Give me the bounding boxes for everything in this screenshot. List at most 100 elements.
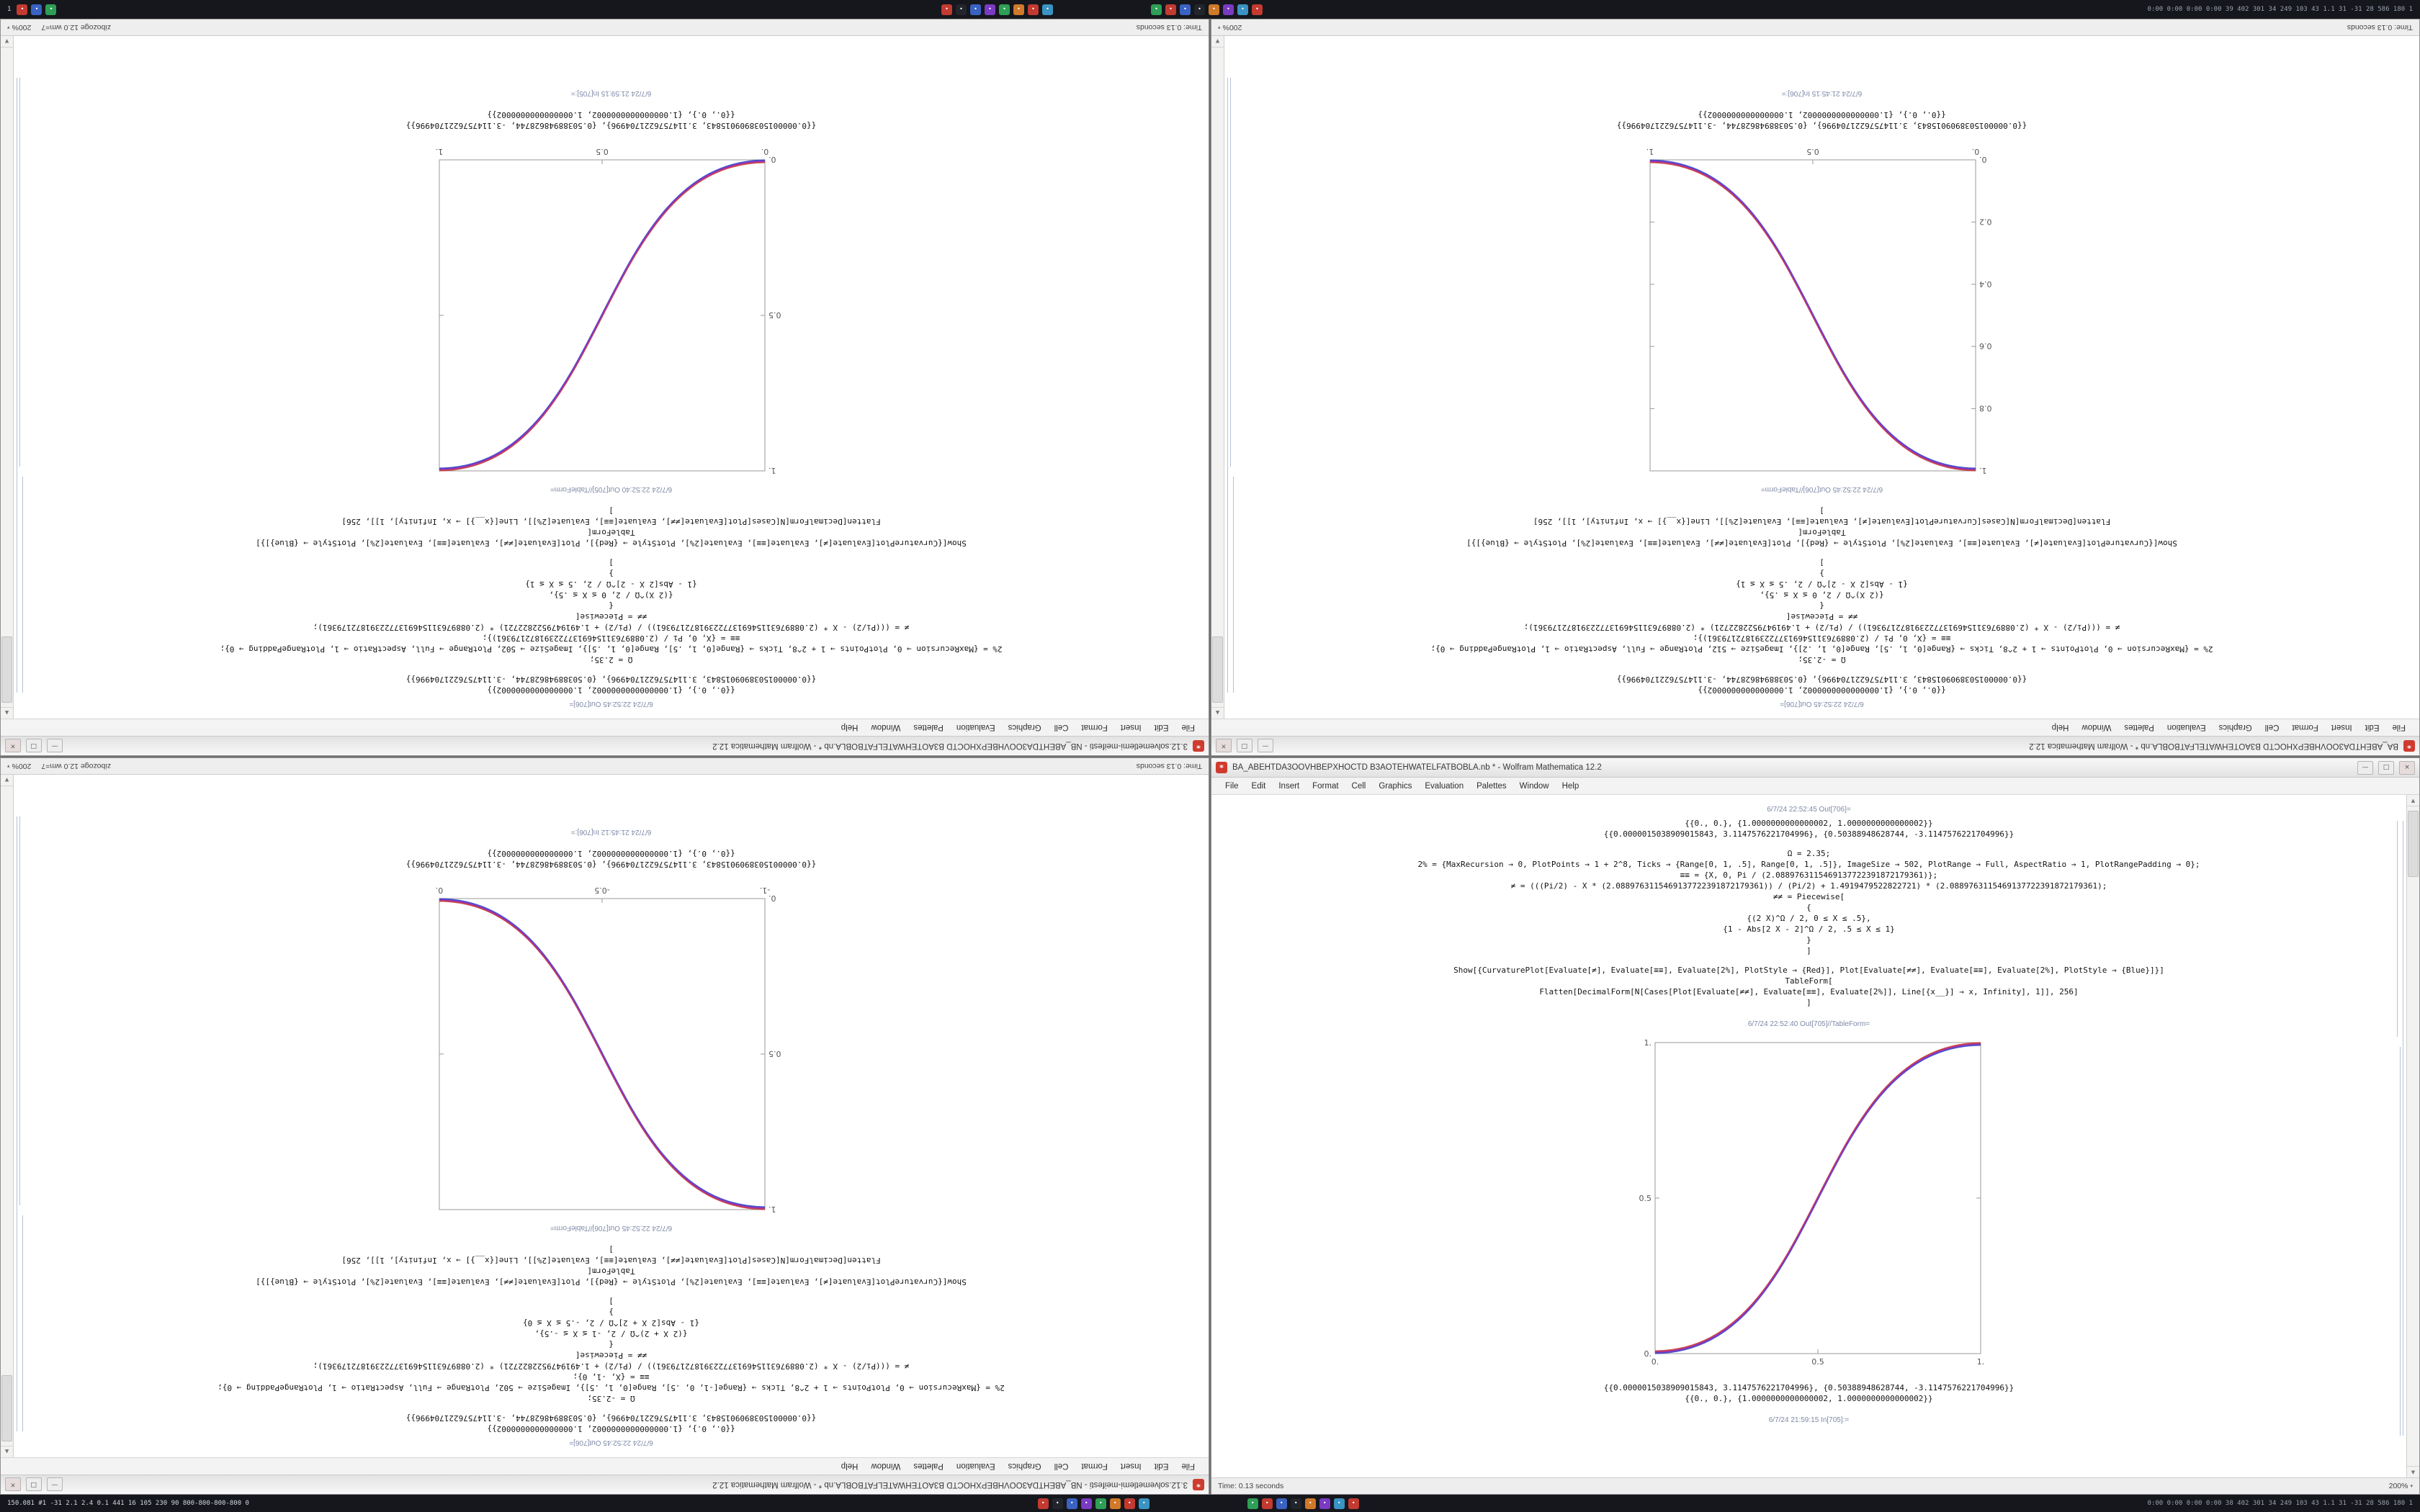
app-icon[interactable]: • — [998, 4, 1010, 15]
app-icon[interactable]: • — [1237, 4, 1248, 15]
plot-graphic[interactable]: 0. 0.5 1. 0. 0.5 1. — [1629, 1037, 1989, 1375]
scroll-down-arrow-icon[interactable]: ▼ — [1, 36, 13, 48]
tray-icon[interactable]: • — [45, 4, 57, 15]
code-line[interactable]: {1 - Abs[2 X - 2]^Ω / 2, .5 ≤ X ≤ 1} — [1736, 580, 1908, 589]
code-line[interactable]: {1 - Abs[2 X - 2]^Ω / 2, .5 ≤ X ≤ 1} — [1723, 924, 1895, 934]
cell-bracket[interactable] — [19, 816, 20, 1205]
cell-bracket[interactable] — [22, 477, 23, 693]
app-icon[interactable]: • — [1333, 1498, 1345, 1509]
app-icon[interactable]: • — [941, 4, 952, 15]
close-button[interactable]: × — [5, 1477, 21, 1492]
app-icon[interactable]: • — [1208, 4, 1219, 15]
output-line[interactable]: {{0.0000015038909015843, 3.1147576221704… — [1616, 675, 2027, 684]
code-line[interactable]: ≠≠ = Piecewise[ — [575, 1351, 647, 1360]
menu-item[interactable]: Window — [871, 1462, 901, 1471]
menu-item[interactable]: Format — [2292, 723, 2318, 732]
scroll-down-arrow-icon[interactable]: ▼ — [1, 775, 13, 786]
code-line[interactable]: Ω = 2.35; — [1787, 849, 1831, 858]
app-icon[interactable]: • — [1150, 4, 1162, 15]
code-line[interactable]: } — [609, 569, 614, 578]
cell-label[interactable]: 6/7/24 22:52:45 Out[706]//TableForm= — [550, 1224, 673, 1232]
menu-item[interactable]: Palettes — [2124, 723, 2154, 732]
menu-item[interactable]: Cell — [1351, 781, 1366, 791]
code-line[interactable]: TableForm[ — [587, 528, 635, 537]
code-line[interactable]: Ω = -2.35; — [1798, 655, 1846, 665]
menu-item[interactable]: Insert — [1278, 781, 1300, 791]
cell-bracket[interactable] — [2397, 821, 2398, 1037]
window-titlebar[interactable]: * BA_ABEHTDA3OOVHBEPXHOCTD B3AOTEHWATELF… — [1211, 736, 2419, 755]
app-icon[interactable]: • — [1193, 4, 1205, 15]
code-line[interactable]: 2% = {MaxRecursion → 0, PlotPoints → 1 +… — [220, 644, 1003, 654]
scroll-down-arrow-icon[interactable]: ▼ — [1211, 36, 1224, 48]
workspace-indicator[interactable]: 1 — [7, 6, 12, 13]
code-line[interactable]: TableForm[ — [1798, 528, 1846, 537]
minimize-button[interactable]: — — [47, 739, 63, 753]
scroll-up-arrow-icon[interactable]: ▲ — [1211, 707, 1224, 719]
code-line[interactable]: ≠ = (((Pi/2) - X * (2.088976311546913772… — [313, 623, 910, 632]
app-icon[interactable]: • — [969, 4, 981, 15]
menu-item[interactable]: Edit — [1154, 723, 1169, 732]
code-line[interactable]: { — [1819, 601, 1824, 611]
cell-label[interactable]: 6/7/24 22:52:45 Out[706]= — [569, 700, 653, 708]
code-line[interactable]: Flatten[DecimalForm[N[Cases[Plot[Evaluat… — [341, 517, 881, 526]
cell-bracket[interactable] — [2400, 1047, 2401, 1436]
close-button[interactable]: × — [2399, 760, 2415, 775]
output-line[interactable]: {{0.0000015038909015843, 3.1147576221704… — [1616, 121, 2027, 130]
menu-item[interactable]: Format — [1312, 781, 1339, 791]
code-line[interactable]: 2% = {MaxRecursion → 0, PlotPoints → 1 +… — [218, 1383, 1005, 1392]
app-icon[interactable]: • — [955, 4, 967, 15]
window-titlebar[interactable]: * BA_ABEHTDA3OOVHBEPXHOCTD B3AOTEHWATELF… — [1211, 758, 2419, 778]
code-line[interactable]: ≠ = (((Pi/2) - X * (2.088976311546913772… — [313, 1362, 910, 1371]
code-line[interactable]: } — [1806, 935, 1811, 945]
menu-item[interactable]: Evaluation — [2166, 723, 2206, 732]
code-line[interactable]: { — [1806, 903, 1811, 912]
code-line[interactable]: {(2 X)^Ω / 2, 0 ≤ X ≤ .5}, — [1747, 914, 1871, 923]
menu-item[interactable]: Insert — [1120, 1462, 1142, 1471]
code-line[interactable]: Show[{CurvaturePlot[Evaluate[≠], Evaluat… — [256, 1277, 967, 1287]
app-icon[interactable]: • — [1037, 1498, 1049, 1509]
code-line[interactable]: Flatten[DecimalForm[N[Cases[Plot[Evaluat… — [1539, 987, 2079, 996]
menu-item[interactable]: Edit — [2365, 723, 2380, 732]
plot-graphic[interactable]: 0. 0.5 1. 0. 0.2 0.4 0.6 0.8 1. — [1642, 138, 2002, 477]
menu-item[interactable]: Palettes — [913, 723, 944, 732]
plot-cell[interactable]: 0. 0.5 1. 0. 0.5 1. — [431, 135, 792, 477]
zoom-control[interactable]: 200% ▾ — [2389, 1482, 2413, 1490]
code-line[interactable]: Show[{CurvaturePlot[Evaluate[≠], Evaluat… — [256, 539, 967, 548]
maximize-button[interactable]: □ — [26, 1477, 42, 1492]
menu-item[interactable]: Palettes — [913, 1462, 944, 1471]
cell-label[interactable]: 6/7/24 22:52:45 Out[706]= — [1780, 700, 1864, 708]
cell-label[interactable]: 6/7/24 21:45:12 In[706]:= — [570, 828, 652, 836]
code-line[interactable]: { — [609, 601, 614, 611]
scrollbar-thumb[interactable] — [1212, 636, 1223, 703]
menu-item[interactable]: Format — [1081, 723, 1108, 732]
menu-item[interactable]: Help — [841, 723, 859, 732]
plot-graphic[interactable]: -1. -0.5 0. 0. 0.5 1. — [431, 877, 792, 1215]
menu-item[interactable]: Evaluation — [1425, 781, 1464, 791]
menu-item[interactable]: File — [2392, 723, 2406, 732]
app-icon[interactable]: • — [1027, 4, 1039, 15]
code-line[interactable]: ≡≡ = {X, 0, Pi / (2.08897631154691377223… — [1680, 870, 1938, 880]
code-line[interactable]: 2% = {MaxRecursion → 0, PlotPoints → 1 +… — [1430, 644, 2213, 654]
app-icon[interactable]: • — [1222, 4, 1234, 15]
app-icon[interactable]: • — [1251, 4, 1263, 15]
code-line[interactable]: 2% = {MaxRecursion → 0, PlotPoints → 1 +… — [1417, 860, 2200, 869]
minimize-button[interactable]: — — [47, 1477, 63, 1492]
code-line[interactable]: ≠≠ = Piecewise[ — [1785, 612, 1858, 621]
code-line[interactable]: {1 - Abs[2 X + 2]^Ω / 2, -.5 ≤ X ≤ 0} — [522, 1318, 700, 1328]
output-line[interactable]: {{0., 0.}, {1.0000000000000002, 1.000000… — [1698, 685, 1946, 695]
code-line[interactable]: TableForm[ — [1785, 976, 1833, 986]
code-line[interactable]: ≡≡ = {X, 0, Pi / (2.08897631154691377223… — [482, 634, 740, 643]
code-line[interactable]: ] — [609, 1297, 614, 1306]
maximize-button[interactable]: □ — [26, 739, 42, 753]
menu-item[interactable]: Insert — [1120, 723, 1142, 732]
vertical-scrollbar[interactable]: ▲ ▼ — [1, 775, 14, 1457]
menu-item[interactable]: Graphics — [1008, 723, 1041, 732]
output-line[interactable]: {{0.0000015038909015843, 3.1147576221704… — [1603, 829, 2015, 839]
zoom-control[interactable]: 200% ▾ — [7, 23, 31, 32]
code-line[interactable]: } — [1819, 569, 1824, 578]
menu-item[interactable]: Help — [841, 1462, 859, 1471]
vertical-scrollbar[interactable]: ▲ ▼ — [1211, 36, 1224, 719]
code-line[interactable]: Flatten[DecimalForm[N[Cases[CurvaturePlo… — [1533, 517, 2111, 526]
app-icon[interactable]: • — [1348, 1498, 1359, 1509]
code-line[interactable]: ≠≠ = Piecewise[ — [1773, 892, 1845, 901]
